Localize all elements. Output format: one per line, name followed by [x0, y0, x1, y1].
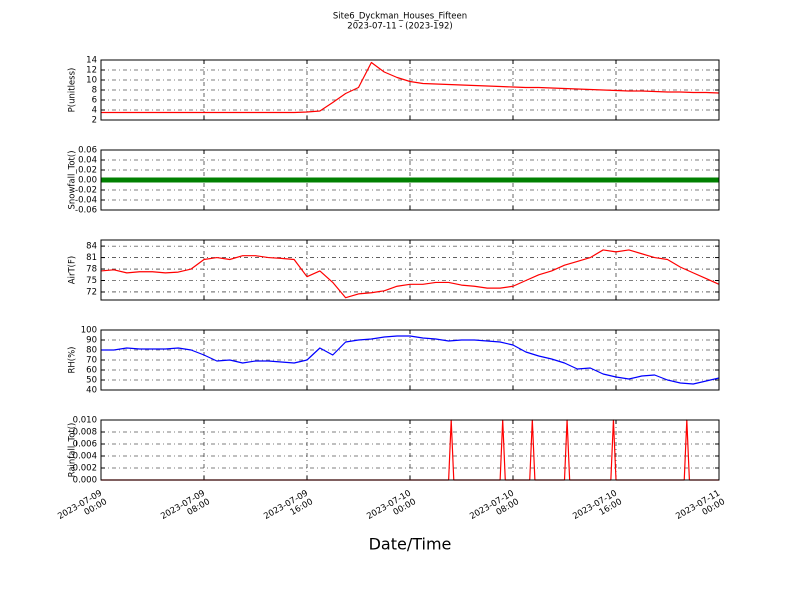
- x-tick-label: 2023-07-1000:00: [365, 488, 418, 530]
- y-tick-label: 0.04: [78, 156, 97, 166]
- x-tick-label: 2023-07-1016:00: [571, 488, 624, 530]
- y-tick-label: 0.006: [73, 440, 97, 450]
- y-tick-label: 0.010: [73, 416, 97, 426]
- chart-subtitle: 2023-07-11 - (2023-192): [347, 22, 452, 32]
- y-tick-label: -0.04: [75, 196, 97, 206]
- y-tick-label: 90: [86, 336, 97, 346]
- y-tick-label: 8: [92, 86, 97, 96]
- x-tick-label: 2023-07-0916:00: [262, 488, 315, 530]
- x-tick-label: 2023-07-0908:00: [159, 488, 212, 530]
- y-tick-label: 50: [86, 376, 97, 386]
- y-tick-label: 0.00: [78, 176, 97, 186]
- data-line: [101, 61, 720, 114]
- plot-frame: [100, 149, 720, 211]
- data-line: [100, 249, 720, 299]
- y-axis-label: RH(%): [68, 346, 78, 373]
- y-tick-label: 80: [86, 346, 97, 356]
- y-tick-label: 0.06: [78, 146, 97, 156]
- x-tick-label: 2023-07-1008:00: [468, 488, 521, 530]
- plot-frame: [100, 419, 720, 481]
- y-tick-label: 84: [86, 242, 97, 252]
- y-axis-label: P(unitless): [68, 68, 78, 113]
- y-tick-label: 40: [86, 386, 97, 396]
- y-tick-label: 78: [86, 265, 97, 275]
- x-axis-label: Date/Time: [369, 535, 452, 554]
- y-tick-label: 0.004: [73, 452, 97, 462]
- y-tick-label: -0.02: [75, 186, 97, 196]
- y-tick-label: 0.000: [73, 476, 97, 486]
- y-tick-label: 14: [86, 56, 97, 66]
- y-tick-label: 6: [92, 96, 97, 106]
- plot-frame: [100, 329, 720, 391]
- y-axis-label: Snowfall_Tot(): [68, 150, 78, 209]
- y-tick-label: 2: [92, 116, 97, 126]
- x-tick-label: 2023-07-0900:00: [56, 488, 109, 530]
- y-tick-label: 4: [92, 106, 97, 116]
- plot-frame: [100, 59, 720, 121]
- y-tick-label: -0.06: [75, 206, 97, 216]
- y-tick-label: 100: [81, 326, 97, 336]
- data-line: [101, 335, 720, 385]
- y-tick-label: 12: [86, 66, 97, 76]
- y-axis-label: AirT(F): [68, 256, 78, 284]
- y-tick-label: 60: [86, 366, 97, 376]
- plot-frame: [100, 239, 720, 301]
- y-tick-label: 70: [86, 356, 97, 366]
- y-tick-label: 0.02: [78, 166, 97, 176]
- y-tick-label: 10: [86, 76, 97, 86]
- y-tick-label: 81: [86, 253, 97, 263]
- x-tick-label: 2023-07-1100:00: [674, 488, 727, 530]
- y-tick-label: 72: [86, 287, 97, 297]
- chart-title: Site6_Dyckman_Houses_Fifteen: [333, 12, 467, 22]
- y-tick-label: 0.002: [73, 464, 97, 474]
- y-tick-label: 0.008: [73, 428, 97, 438]
- y-axis-label: Rainfall_Tot(): [68, 423, 78, 478]
- y-tick-label: 75: [86, 276, 97, 286]
